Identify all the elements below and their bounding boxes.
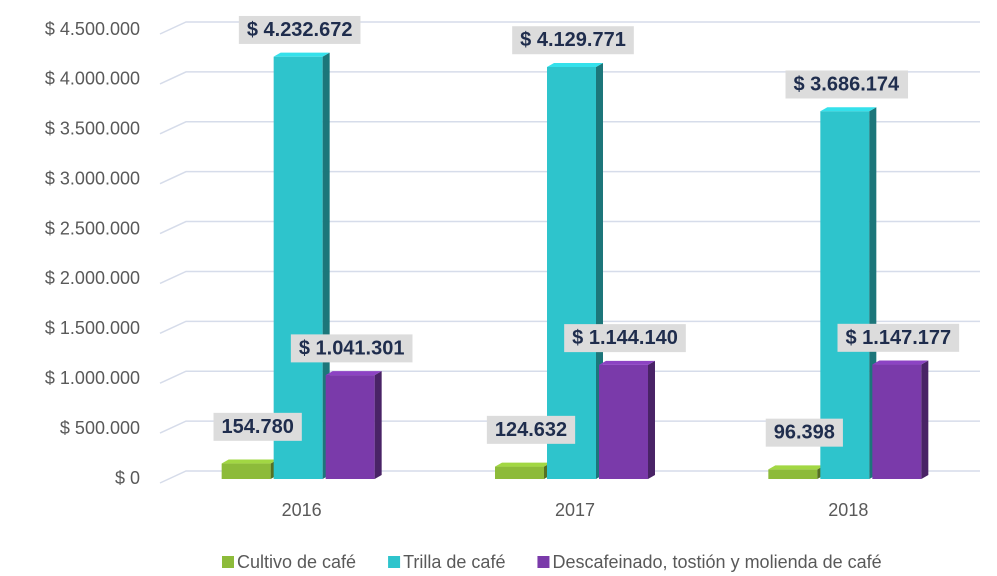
value-label: $ 1.041.301 xyxy=(299,337,405,359)
bar-top xyxy=(768,465,825,470)
value-label: 124.632 xyxy=(495,419,567,441)
grid-line xyxy=(159,21,980,35)
grid-line xyxy=(159,71,980,85)
bar-top xyxy=(872,360,929,365)
bar xyxy=(273,52,330,479)
bar-top xyxy=(547,62,603,67)
value-label: $ 1.144.140 xyxy=(572,327,678,349)
value-label-box xyxy=(564,324,686,353)
bar-front xyxy=(221,463,271,479)
value-label: 96.398 xyxy=(774,422,835,444)
x-tick-label: 2018 xyxy=(828,500,868,520)
bar-top xyxy=(495,462,551,467)
grid-line xyxy=(159,320,980,335)
y-tick-label: $ 1.000.000 xyxy=(45,368,140,388)
y-tick-label: $ 1.500.000 xyxy=(45,318,140,338)
grid-line xyxy=(159,420,980,434)
bar-front xyxy=(273,56,323,479)
value-label: $ 4.129.771 xyxy=(520,29,626,51)
bar-front xyxy=(325,375,375,479)
bar-top xyxy=(221,459,278,464)
y-tick-label: $ 2.000.000 xyxy=(45,268,140,288)
bar-top xyxy=(599,360,655,365)
legend-label: Trilla de café xyxy=(403,552,505,572)
value-label-box xyxy=(486,415,576,444)
y-tick-label: $ 4.000.000 xyxy=(45,69,140,89)
value-label: 154.780 xyxy=(222,416,294,438)
y-tick-label: $ 500.000 xyxy=(60,418,140,438)
bar-front xyxy=(768,469,818,479)
y-tick-label: $ 3.500.000 xyxy=(45,119,140,139)
bar-top xyxy=(325,371,382,376)
bar xyxy=(325,371,382,479)
bar-front xyxy=(495,466,544,479)
value-label-box xyxy=(213,412,302,441)
legend-swatch xyxy=(222,556,234,568)
grid-line xyxy=(159,121,980,135)
y-tick-label: $ 4.500.000 xyxy=(45,19,140,39)
bar-top xyxy=(820,107,877,112)
grid-line xyxy=(159,270,980,285)
bar-side xyxy=(921,360,929,479)
bar xyxy=(599,360,655,479)
value-label-box xyxy=(837,323,960,352)
value-label-box xyxy=(290,334,413,363)
value-label: $ 4.232.672 xyxy=(247,19,353,41)
bar-front xyxy=(599,364,648,479)
bar-side xyxy=(648,360,655,479)
legend-label: Descafeinado, tostión y molienda de café xyxy=(552,552,881,572)
bar-front xyxy=(872,364,922,479)
bar-side xyxy=(322,52,330,479)
legend-swatch xyxy=(388,556,401,568)
bar-front xyxy=(820,111,870,479)
y-tick-label: $ 0 xyxy=(115,468,140,488)
x-tick-label: 2017 xyxy=(555,500,595,520)
value-label: $ 1.147.177 xyxy=(846,327,952,349)
bar xyxy=(221,459,278,479)
value-label-box xyxy=(765,418,843,447)
bar xyxy=(872,360,929,479)
grid-line xyxy=(159,170,980,185)
legend-label: Cultivo de café xyxy=(237,552,356,572)
y-tick-label: $ 2.500.000 xyxy=(45,218,140,238)
bar-top xyxy=(273,52,330,57)
x-tick-label: 2016 xyxy=(282,500,322,520)
bar xyxy=(495,462,551,479)
legend-swatch xyxy=(537,556,550,568)
value-label: $ 3.686.174 xyxy=(794,73,901,95)
bar xyxy=(768,465,825,479)
grid-line xyxy=(159,370,980,384)
value-label-box xyxy=(785,70,909,99)
y-tick-label: $ 3.000.000 xyxy=(45,168,140,188)
value-label-box xyxy=(512,26,634,55)
bar-side xyxy=(374,371,382,479)
grid-line xyxy=(159,220,980,235)
bar-front xyxy=(547,66,596,480)
grid-line xyxy=(159,470,980,484)
value-label-box xyxy=(238,15,361,44)
